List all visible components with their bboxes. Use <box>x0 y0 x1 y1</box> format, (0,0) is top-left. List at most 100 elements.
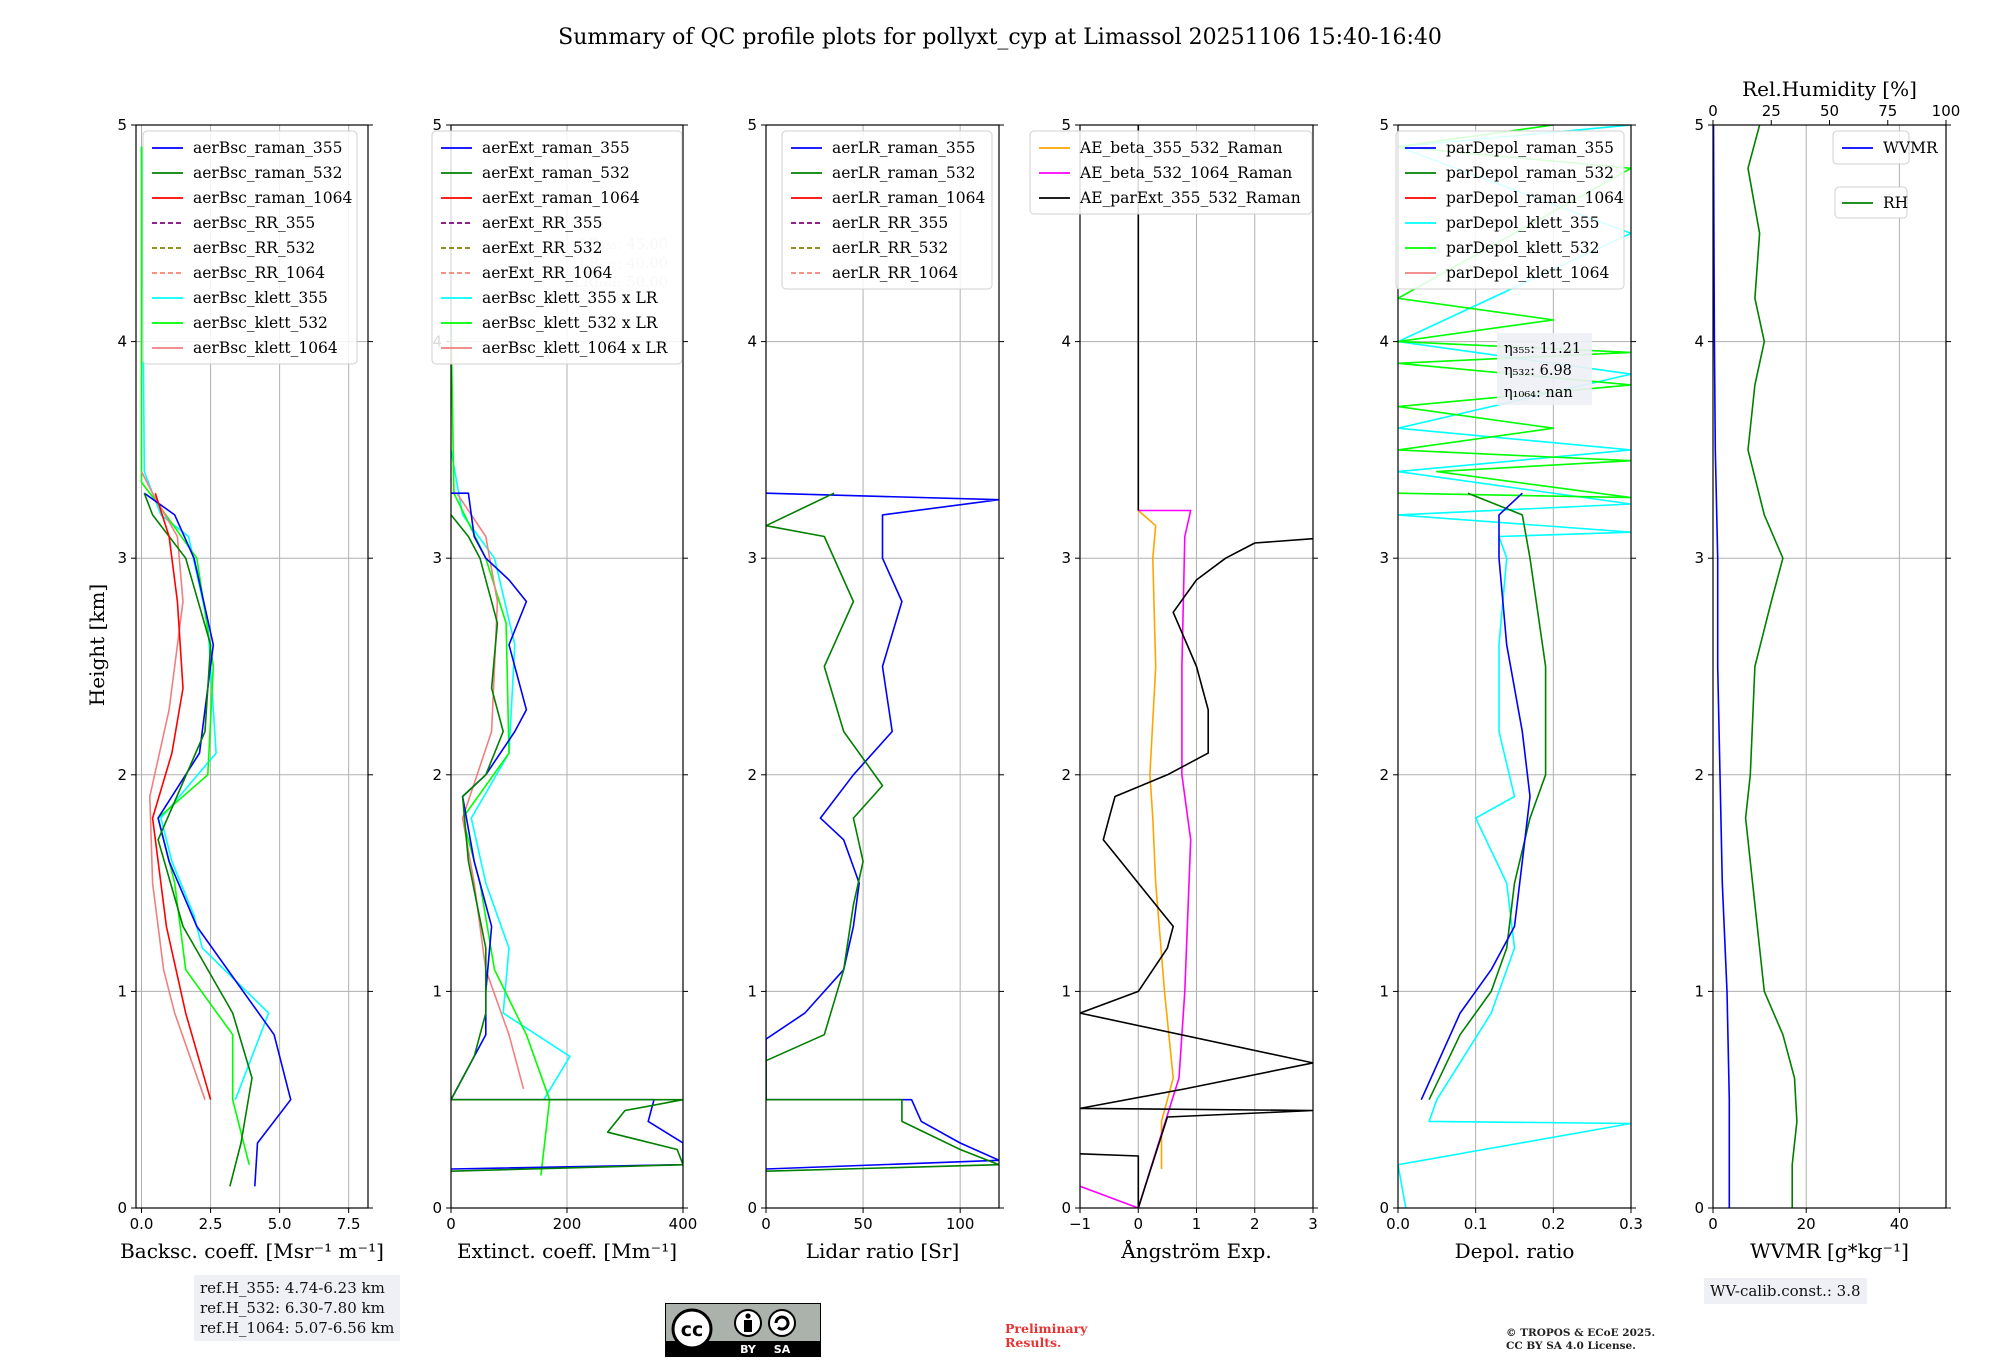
y-tick-label: 1 <box>1694 982 1704 1000</box>
y-tick-label: 5 <box>747 116 757 134</box>
y-tick-label: 3 <box>1379 549 1389 567</box>
y-tick-label: 4 <box>1061 333 1071 351</box>
copyright-note: © TROPOS & ECoE 2025. CC BY SA 4.0 Licen… <box>1506 1327 1655 1353</box>
legend-label: parDepol_raman_355 <box>1446 139 1614 157</box>
legend-label: parDepol_klett_355 <box>1446 214 1599 232</box>
x-tick-label: 40 <box>1890 1215 1909 1233</box>
x-tick-label: 20 <box>1797 1215 1816 1233</box>
series-line-aerLR_raman_532 <box>766 492 999 1172</box>
series-group-extinction <box>451 319 683 1176</box>
x-tick-label: 0.0 <box>1386 1215 1410 1233</box>
legend-label: aerExt_raman_355 <box>482 139 630 157</box>
y-tick-label: 1 <box>432 982 442 1000</box>
x2-tick-label: 100 <box>1932 102 1961 120</box>
legend-label: parDepol_raman_532 <box>1446 164 1614 182</box>
series-line-aerBsc_raman_532 <box>143 492 253 1187</box>
x-tick-label: 1 <box>1192 1215 1202 1233</box>
x2-tick-label: 0 <box>1708 102 1718 120</box>
y-tick-label: 3 <box>1061 549 1071 567</box>
y-axis-label: Height [km] <box>85 584 109 706</box>
x-axis-label: Extinct. coeff. [Mm⁻¹] <box>457 1239 677 1263</box>
legend-label: aerBsc_klett_1064 <box>193 339 338 357</box>
x-tick-label: 0.2 <box>1541 1215 1565 1233</box>
x-tick-label: 0.0 <box>130 1215 154 1233</box>
y-tick-label: 1 <box>747 982 757 1000</box>
preliminary-line-2: Results. <box>1005 1335 1062 1350</box>
sa-share-icon-arrow <box>774 1315 790 1331</box>
x-tick-label: 2 <box>1250 1215 1260 1233</box>
wv-calibration-constant: WV-calib.const.: 3.8 <box>1710 1282 1861 1300</box>
ref-height-532: ref.H_532: 6.30-7.80 km <box>200 1299 385 1317</box>
x-axis-label: Backsc. coeff. [Msr⁻¹ m⁻¹] <box>120 1239 384 1263</box>
x-tick-label: 0 <box>761 1215 771 1233</box>
series-line-parDepol_raman_355 <box>1420 492 1531 1101</box>
panel-depol: 0.0 0.1 0.2 0.3 0 1 2 3 4 5 Depol. ratio parDepol_r… <box>1379 116 1642 1263</box>
y-tick-label: 4 <box>1379 333 1389 351</box>
by-person-icon-body <box>744 1320 752 1332</box>
y-tick-label: 2 <box>1379 766 1389 784</box>
x-tick-label: 0.1 <box>1464 1215 1488 1233</box>
axes-frame-wv <box>1712 124 1947 1209</box>
y-tick-label: 5 <box>1379 116 1389 134</box>
legend-label: aerExt_RR_1064 <box>482 264 613 282</box>
x-tick-label: 0.3 <box>1619 1215 1643 1233</box>
cc-license-badge: cc BY SA <box>665 1303 821 1357</box>
y-tick-label: 5 <box>432 116 442 134</box>
x-tick-label: −1 <box>1069 1215 1091 1233</box>
sa-share-icon <box>768 1309 796 1337</box>
series-line-parDepol_klett_355 <box>1398 125 1631 1208</box>
series-line-aerBsc_klett_1064 x LR <box>456 492 525 1090</box>
x-tick-label: 400 <box>669 1215 698 1233</box>
legend-label: aerLR_RR_355 <box>832 214 948 232</box>
y-tick-label: 0 <box>1694 1199 1704 1217</box>
legend-label: parDepol_raman_1064 <box>1446 189 1624 207</box>
y-tick-label: 3 <box>117 549 127 567</box>
series-line-aerBsc_raman_1064 <box>151 492 212 1100</box>
legend-label: aerLR_RR_1064 <box>832 264 958 282</box>
legend-label: aerBsc_RR_1064 <box>193 264 325 282</box>
panels: 0.0 2.5 5.0 7.5 0 1 2 3 4 5 Backsc. coeff. [Msr⁻¹ … <box>117 77 1960 1263</box>
legend-label: AE_beta_355_532_Raman <box>1079 139 1282 157</box>
y-tick-label: 2 <box>432 766 442 784</box>
y-tick-label: 0 <box>432 1199 442 1217</box>
legend-backscatter: aerBsc_raman_355 aerBsc_raman_532 aerBsc_r… <box>142 130 358 365</box>
legend-label: AE_beta_532_1064_Raman <box>1079 164 1292 182</box>
legend-label: aerExt_raman_1064 <box>482 189 640 207</box>
y-tick-label: 5 <box>117 116 127 134</box>
x2-tick-label: 75 <box>1878 102 1897 120</box>
legend-lidar_ratio: aerLR_raman_355 aerLR_raman_532 aerLR_rama… <box>781 130 993 290</box>
sa-label: SA <box>774 1343 791 1356</box>
legend-label: aerLR_raman_532 <box>832 164 975 182</box>
y-tick-label: 4 <box>747 333 757 351</box>
legend-label: parDepol_klett_1064 <box>1446 264 1609 282</box>
legend-extinction: aerExt_raman_355 aerExt_raman_532 aerExt_r… <box>431 130 683 365</box>
y-tick-label: 5 <box>1694 116 1704 134</box>
figure-title: Summary of QC profile plots for pollyxt_… <box>558 25 1442 50</box>
x-tick-label: 0 <box>1708 1215 1718 1233</box>
series-group-wv <box>1713 125 1798 1208</box>
legend-label: aerBsc_RR_355 <box>193 214 315 232</box>
x-tick-label: 7.5 <box>337 1215 361 1233</box>
legend-label: aerExt_raman_532 <box>482 164 630 182</box>
y-tick-label: 2 <box>747 766 757 784</box>
x-axis-label: Depol. ratio <box>1455 1239 1575 1263</box>
x2-tick-label: 25 <box>1762 102 1781 120</box>
x-axis-label: WVMR [g*kg⁻¹] <box>1750 1239 1909 1263</box>
series-line-aerBsc_klett_532 x LR <box>451 319 551 1176</box>
x2-tick-label: 50 <box>1820 102 1839 120</box>
eta-annotation-line: η₅₃₂: 6.98 <box>1504 363 1572 379</box>
legend-label: aerBsc_klett_355 x LR <box>482 289 659 307</box>
legend-label: aerBsc_RR_532 <box>193 239 315 257</box>
legend-label: WVMR <box>1883 139 1939 157</box>
y-tick-label: 0 <box>747 1199 757 1217</box>
cc-icon-text: cc <box>681 1319 704 1341</box>
axes-frame-backscatter <box>135 124 369 1209</box>
series-line-aerBsc_klett_355 x LR <box>451 449 571 1101</box>
series-line-aerLR_raman_355 <box>766 492 999 1170</box>
copyright-line-2: CC BY SA 4.0 License. <box>1506 1340 1636 1352</box>
eta-annotation-line: η₁₀₆₄: nan <box>1504 385 1573 401</box>
y-tick-label: 0 <box>1061 1199 1071 1217</box>
y-tick-label: 3 <box>1694 549 1704 567</box>
eta-annotation: η₃₅₅: 11.21 η₅₃₂: 6.98 η₁₀₆₄: nan <box>1497 333 1592 405</box>
